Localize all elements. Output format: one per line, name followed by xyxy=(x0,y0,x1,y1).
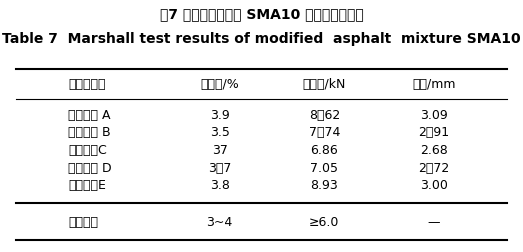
Text: 3~4: 3~4 xyxy=(207,216,233,229)
Text: 3．7: 3．7 xyxy=(208,162,231,175)
Text: 改性沥青 D: 改性沥青 D xyxy=(68,162,111,175)
Text: 8.93: 8.93 xyxy=(310,179,338,192)
Text: 改性沥青 A: 改性沥青 A xyxy=(68,109,110,122)
Text: 37: 37 xyxy=(212,144,228,157)
Text: 改性沥青 B: 改性沥青 B xyxy=(68,126,111,139)
Text: 3.00: 3.00 xyxy=(420,179,448,192)
Text: 稳定度/kN: 稳定度/kN xyxy=(303,78,346,91)
Text: 6.86: 6.86 xyxy=(310,144,338,157)
Text: 技术要求: 技术要求 xyxy=(68,216,98,229)
Text: 结合料种类: 结合料种类 xyxy=(68,78,106,91)
Text: 8．62: 8．62 xyxy=(309,109,340,122)
Text: 3.09: 3.09 xyxy=(420,109,448,122)
Text: 改性沥青C: 改性沥青C xyxy=(68,144,107,157)
Text: ≥6.0: ≥6.0 xyxy=(309,216,339,229)
Text: 2.68: 2.68 xyxy=(420,144,448,157)
Text: Table 7  Marshall test results of modified  asphalt  mixture SMA10: Table 7 Marshall test results of modifie… xyxy=(2,32,521,46)
Text: —: — xyxy=(428,216,440,229)
Text: 3.9: 3.9 xyxy=(210,109,230,122)
Text: 7.05: 7.05 xyxy=(310,162,338,175)
Text: 流值/mm: 流值/mm xyxy=(412,78,456,91)
Text: 7．74: 7．74 xyxy=(309,126,340,139)
Text: 改性沥青E: 改性沥青E xyxy=(68,179,106,192)
Text: 空隙率/%: 空隙率/% xyxy=(200,78,239,91)
Text: 3.5: 3.5 xyxy=(210,126,230,139)
Text: 2．72: 2．72 xyxy=(418,162,450,175)
Text: 3.8: 3.8 xyxy=(210,179,230,192)
Text: 表7 改性沥青混合料 SMA10 马歇尔试验结果: 表7 改性沥青混合料 SMA10 马歇尔试验结果 xyxy=(160,8,363,22)
Text: 2．91: 2．91 xyxy=(418,126,450,139)
